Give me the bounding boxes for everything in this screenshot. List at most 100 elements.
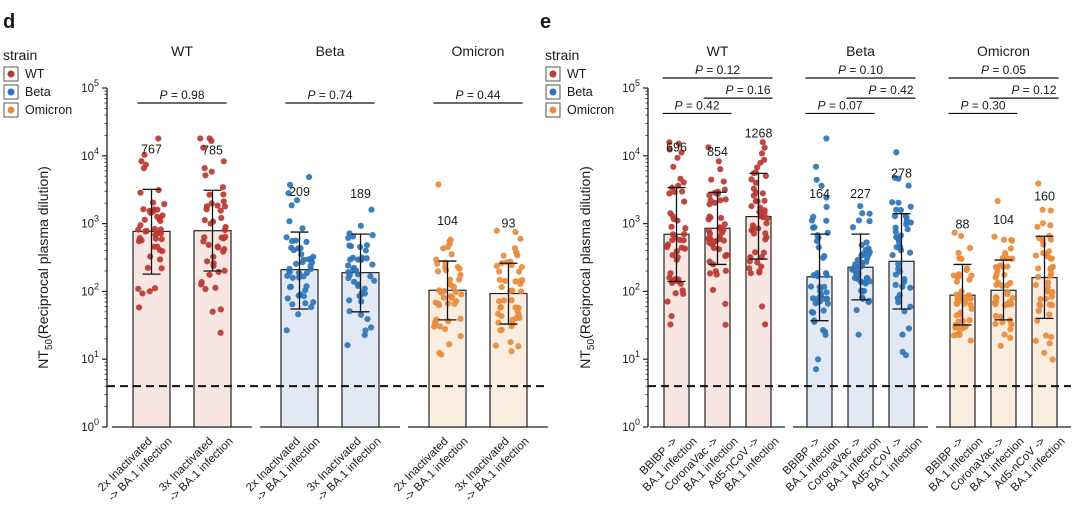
data-point xyxy=(901,276,908,283)
data-point xyxy=(206,191,213,198)
data-point xyxy=(1045,279,1052,286)
data-point xyxy=(993,294,1000,302)
data-point xyxy=(140,165,148,172)
data-point xyxy=(203,258,211,265)
data-point xyxy=(1048,293,1055,300)
data-point xyxy=(855,331,862,338)
data-point xyxy=(1049,301,1056,309)
value-label: 209 xyxy=(289,185,310,199)
data-point xyxy=(752,249,759,256)
strain-title: Beta xyxy=(316,43,345,59)
data-point xyxy=(1032,337,1039,344)
data-point xyxy=(997,342,1004,349)
legend-title: strain xyxy=(545,47,579,63)
data-point xyxy=(865,245,872,252)
data-point xyxy=(821,252,828,260)
legend-label: Beta xyxy=(567,85,593,99)
p-value-label: P = 0.98 xyxy=(159,88,204,102)
data-point xyxy=(866,218,873,225)
data-point xyxy=(1032,281,1039,289)
value-label: 854 xyxy=(707,145,728,159)
data-point xyxy=(758,303,766,310)
data-point xyxy=(303,269,311,277)
p-value-label: P = 0.30 xyxy=(960,98,1005,112)
y-axis-label: NT50(Reciprocal plasma dilution) xyxy=(35,166,55,369)
y-tick-label: 104 xyxy=(81,146,99,163)
y-tick-label: 105 xyxy=(622,78,640,95)
value-label: 767 xyxy=(141,142,162,156)
data-point xyxy=(355,282,362,290)
data-point xyxy=(498,283,505,291)
data-point xyxy=(200,144,207,151)
value-label: 104 xyxy=(437,214,458,228)
data-point xyxy=(1032,252,1039,259)
data-point xyxy=(512,228,519,236)
data-point xyxy=(158,265,165,272)
data-point xyxy=(1039,206,1046,213)
data-point xyxy=(456,276,463,283)
data-point xyxy=(666,146,673,153)
data-point xyxy=(678,149,685,156)
data-point xyxy=(452,288,459,296)
data-point xyxy=(866,278,873,285)
data-point xyxy=(214,243,221,250)
data-point xyxy=(814,356,822,363)
data-point xyxy=(756,208,763,216)
data-point xyxy=(958,288,965,295)
data-point xyxy=(680,179,687,186)
data-point xyxy=(201,234,208,241)
data-point xyxy=(1004,263,1011,270)
data-point xyxy=(457,271,464,279)
data-point xyxy=(992,263,1000,271)
data-point xyxy=(866,297,873,304)
data-point xyxy=(135,304,143,311)
data-point xyxy=(899,348,906,355)
data-point xyxy=(754,164,761,171)
data-point xyxy=(1046,248,1053,255)
chart-panel-e: e strain WT Beta Omicron 100 101 102 103 104 105 NT… xyxy=(540,11,1071,494)
data-point xyxy=(153,230,160,237)
data-point xyxy=(362,247,369,254)
data-point xyxy=(447,276,454,283)
data-point xyxy=(866,210,873,217)
y-tick-label: 101 xyxy=(81,349,99,366)
data-point xyxy=(447,236,454,243)
data-point xyxy=(953,278,961,285)
data-point xyxy=(151,285,159,292)
value-label: 164 xyxy=(809,187,830,201)
value-label: 104 xyxy=(993,213,1014,227)
data-point xyxy=(752,179,760,186)
data-point xyxy=(892,281,899,288)
data-point xyxy=(722,196,729,203)
data-point xyxy=(371,277,378,284)
data-point xyxy=(293,197,301,204)
data-point xyxy=(749,222,757,229)
data-point xyxy=(758,263,765,270)
data-point xyxy=(1044,288,1051,295)
data-point xyxy=(706,258,713,265)
data-point xyxy=(303,283,310,290)
value-label: 696 xyxy=(666,141,687,155)
value-label: 278 xyxy=(891,167,912,181)
legend-label: WT xyxy=(25,67,45,81)
data-point xyxy=(1008,236,1015,244)
strain-title: WT xyxy=(171,43,193,59)
data-point xyxy=(140,206,147,213)
data-point xyxy=(346,297,353,304)
data-point xyxy=(681,245,689,252)
data-point xyxy=(369,261,376,268)
data-point xyxy=(308,303,315,311)
data-point xyxy=(197,135,204,142)
data-point xyxy=(664,243,671,251)
data-point xyxy=(135,226,142,233)
data-point xyxy=(206,271,213,278)
p-value-label: P = 0.16 xyxy=(725,83,770,97)
data-point xyxy=(706,201,713,208)
data-point xyxy=(809,295,817,302)
strain-title: WT xyxy=(707,43,729,59)
data-point xyxy=(1004,290,1011,298)
data-point xyxy=(299,259,306,266)
data-point xyxy=(436,349,443,356)
data-point xyxy=(748,203,755,210)
